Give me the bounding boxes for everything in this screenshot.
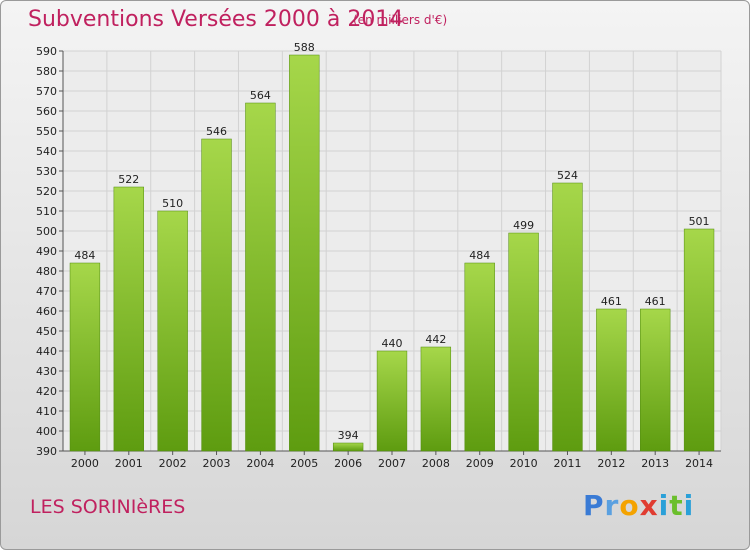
x-tick-label-2012: 2012: [597, 457, 625, 470]
y-tick-label: 520: [36, 185, 57, 198]
x-tick-label-2005: 2005: [290, 457, 318, 470]
y-tick-label: 400: [36, 425, 57, 438]
data-label-2001: 522: [118, 173, 139, 186]
x-tick-label-2006: 2006: [334, 457, 362, 470]
x-tick-label-2001: 2001: [115, 457, 143, 470]
y-tick-label: 460: [36, 305, 57, 318]
y-tick-label: 420: [36, 385, 57, 398]
y-tick-label: 570: [36, 85, 57, 98]
x-tick-label-2003: 2003: [203, 457, 231, 470]
data-label-2003: 546: [206, 125, 227, 138]
bar-2004: [245, 102, 276, 452]
y-tick-label: 470: [36, 285, 57, 298]
y-tick-label: 510: [36, 205, 57, 218]
data-label-2008: 442: [425, 333, 446, 346]
y-tick-label: 500: [36, 225, 57, 238]
data-label-2011: 524: [557, 169, 578, 182]
proxiti-logo: Proxiti: [583, 489, 694, 522]
data-label-2014: 501: [689, 215, 710, 228]
y-tick-label: 480: [36, 265, 57, 278]
logo-letter: i: [683, 489, 695, 522]
logo-letter: r: [604, 489, 620, 522]
commune-name: LES SORINIèRES: [30, 496, 186, 518]
y-tick-label: 430: [36, 365, 57, 378]
data-label-2009: 484: [469, 249, 490, 262]
bar-2001: [113, 186, 144, 452]
y-tick-label: 540: [36, 145, 57, 158]
y-tick-label: 410: [36, 405, 57, 418]
bar-2014: [683, 228, 715, 452]
x-tick-label-2004: 2004: [246, 457, 274, 470]
data-label-2004: 564: [250, 89, 271, 102]
y-tick-label: 590: [36, 45, 57, 58]
logo-letter: o: [619, 489, 640, 522]
y-tick-label: 490: [36, 245, 57, 258]
x-tick-label-2013: 2013: [641, 457, 669, 470]
bar-2010: [508, 232, 539, 452]
data-label-2005: 588: [294, 41, 315, 54]
x-tick-label-2011: 2011: [553, 457, 581, 470]
data-label-2002: 510: [162, 197, 183, 210]
data-label-2012: 461: [601, 295, 622, 308]
x-tick-label-2000: 2000: [71, 457, 99, 470]
logo-letter: x: [639, 489, 659, 522]
data-label-2000: 484: [74, 249, 95, 262]
logo-letter: P: [583, 489, 605, 522]
bar-2000: [69, 262, 101, 452]
x-tick-label-2014: 2014: [685, 457, 713, 470]
chart-unit: (en milliers d'€): [353, 13, 448, 27]
bar-2013: [640, 308, 671, 452]
logo-letter: i: [658, 489, 670, 522]
chart-title: Subventions Versées 2000 à 2014: [28, 7, 404, 32]
y-tick-label: 450: [36, 325, 57, 338]
bar-2006: [332, 442, 364, 452]
x-tick-label-2008: 2008: [422, 457, 450, 470]
bar-2009: [464, 262, 495, 452]
y-tick-label: 530: [36, 165, 57, 178]
x-tick-label-2009: 2009: [466, 457, 494, 470]
x-tick-label-2002: 2002: [159, 457, 187, 470]
bar-2005: [289, 54, 320, 452]
bar-2003: [201, 138, 232, 452]
bar-2012: [596, 308, 627, 452]
y-tick-label: 560: [36, 105, 57, 118]
y-tick-label: 550: [36, 125, 57, 138]
bar-2002: [157, 210, 188, 452]
y-tick-label: 580: [36, 65, 57, 78]
logo-letter: t: [669, 489, 684, 522]
data-label-2010: 499: [513, 219, 534, 232]
x-tick-label-2010: 2010: [510, 457, 538, 470]
bar-2007: [376, 350, 408, 452]
data-label-2006: 394: [338, 429, 359, 442]
bar-2008: [420, 346, 452, 452]
y-tick-label: 390: [36, 445, 57, 458]
y-tick-label: 440: [36, 345, 57, 358]
data-label-2007: 440: [382, 337, 403, 350]
bar-2011: [552, 182, 583, 452]
data-label-2013: 461: [645, 295, 666, 308]
x-tick-label-2007: 2007: [378, 457, 406, 470]
